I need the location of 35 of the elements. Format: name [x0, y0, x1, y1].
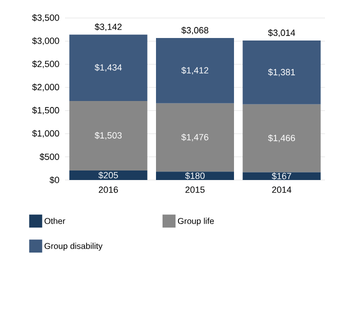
data-label: $205 [98, 172, 118, 179]
y-tick-label: $500 [40, 153, 60, 160]
bar [156, 103, 234, 172]
y-tick-label: $2,500 [32, 60, 60, 68]
total-label: $3,068 [181, 26, 208, 34]
data-label: $1,412 [181, 66, 208, 75]
y-tick-label: $0 [50, 176, 60, 184]
y-tick-label: $3,500 [32, 14, 60, 22]
total-label: $3,142 [94, 23, 122, 32]
bar [156, 172, 234, 180]
total-label: $3,014 [268, 29, 296, 37]
bar [242, 40, 321, 104]
y-tick-label: $2,000 [32, 84, 60, 92]
data-label: $180 [185, 172, 205, 180]
legend-label: Group life [178, 218, 214, 226]
data-label: $1,434 [94, 64, 122, 72]
bar [69, 170, 148, 180]
y-tick-label: $1,000 [32, 130, 60, 138]
x-tick-label: 2015 [185, 186, 205, 193]
bar [242, 172, 321, 180]
data-label: $1,381 [268, 68, 295, 76]
bar [156, 38, 234, 104]
data-label: $167 [272, 172, 292, 180]
bar [69, 34, 148, 101]
bar [69, 100, 148, 171]
data-label: $1,476 [181, 134, 208, 142]
x-tick-label: 2014 [272, 186, 292, 193]
legend-label: Other [44, 218, 66, 224]
y-tick-label: $1,500 [32, 106, 60, 114]
data-label: $1,503 [94, 132, 122, 140]
legend-label: Group disability [44, 242, 103, 251]
y-tick-label: $3,000 [32, 37, 60, 46]
x-tick-label: 2016 [98, 186, 118, 193]
bar [242, 104, 321, 172]
data-label: $1,466 [268, 134, 295, 142]
